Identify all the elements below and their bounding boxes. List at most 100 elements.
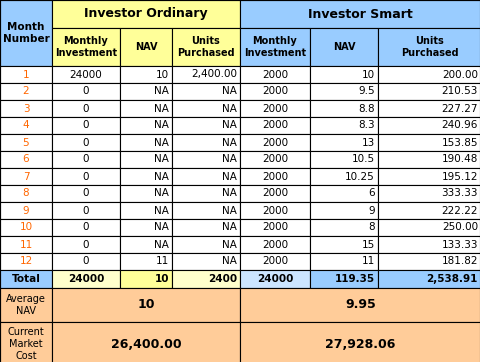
Bar	[120, 253, 172, 270]
Bar	[309, 168, 377, 185]
Bar	[0, 134, 52, 151]
Text: 1: 1	[23, 70, 29, 80]
Bar	[172, 219, 240, 236]
Text: Current
Market
Cost: Current Market Cost	[8, 327, 44, 361]
Text: 195.12: 195.12	[441, 172, 477, 181]
Bar	[240, 185, 309, 202]
Text: 8.3: 8.3	[358, 121, 374, 130]
Bar	[377, 185, 480, 202]
Bar	[309, 270, 377, 288]
Bar	[0, 66, 52, 83]
Bar	[240, 202, 309, 219]
Text: 2000: 2000	[262, 121, 288, 130]
Bar	[120, 151, 172, 168]
Bar	[0, 117, 52, 134]
Text: 10: 10	[137, 299, 155, 311]
Text: 15: 15	[361, 240, 374, 249]
Text: Investor Smart: Investor Smart	[308, 8, 412, 21]
Text: 2000: 2000	[262, 70, 288, 80]
Text: 0: 0	[83, 189, 89, 198]
Bar	[309, 117, 377, 134]
Bar	[240, 253, 309, 270]
Text: 10.25: 10.25	[345, 172, 374, 181]
Text: 2000: 2000	[262, 206, 288, 215]
Text: 2000: 2000	[262, 223, 288, 232]
Text: 9.5: 9.5	[358, 87, 374, 97]
Text: NAV: NAV	[332, 42, 355, 52]
Text: 27,928.06: 27,928.06	[324, 337, 395, 350]
Text: Total: Total	[12, 274, 40, 284]
Bar	[52, 185, 120, 202]
Bar	[240, 117, 309, 134]
Text: 4: 4	[23, 121, 29, 130]
Text: NA: NA	[154, 87, 168, 97]
Bar	[52, 253, 120, 270]
Text: 2000: 2000	[262, 138, 288, 147]
Bar	[0, 270, 52, 288]
Text: 10: 10	[154, 274, 168, 284]
Text: 153.85: 153.85	[441, 138, 477, 147]
Bar	[309, 236, 377, 253]
Bar	[120, 28, 172, 66]
Bar	[172, 202, 240, 219]
Text: NA: NA	[222, 172, 237, 181]
Bar	[52, 202, 120, 219]
Bar	[172, 151, 240, 168]
Bar	[0, 253, 52, 270]
Text: NA: NA	[154, 155, 168, 164]
Text: 0: 0	[83, 172, 89, 181]
Bar	[377, 83, 480, 100]
Text: NA: NA	[222, 104, 237, 114]
Bar	[120, 100, 172, 117]
Bar	[0, 0, 52, 66]
Bar	[0, 202, 52, 219]
Text: Average
NAV: Average NAV	[6, 294, 46, 316]
Bar	[309, 100, 377, 117]
Text: 11: 11	[361, 257, 374, 266]
Text: 10: 10	[19, 223, 33, 232]
Bar	[240, 0, 480, 28]
Bar	[52, 0, 240, 28]
Text: 2000: 2000	[262, 155, 288, 164]
Text: 2000: 2000	[262, 240, 288, 249]
Text: 0: 0	[83, 87, 89, 97]
Bar	[377, 168, 480, 185]
Text: 210.53: 210.53	[441, 87, 477, 97]
Text: 12: 12	[19, 257, 33, 266]
Bar	[52, 134, 120, 151]
Text: 250.00: 250.00	[441, 223, 477, 232]
Text: NA: NA	[222, 240, 237, 249]
Bar	[52, 66, 120, 83]
Text: 0: 0	[83, 257, 89, 266]
Bar	[172, 83, 240, 100]
Text: Monthly
Investment: Monthly Investment	[55, 36, 117, 58]
Text: 0: 0	[83, 155, 89, 164]
Bar	[172, 185, 240, 202]
Bar	[377, 253, 480, 270]
Text: 24000: 24000	[68, 274, 104, 284]
Bar	[309, 151, 377, 168]
Bar	[0, 322, 52, 362]
Text: 10: 10	[361, 70, 374, 80]
Text: 11: 11	[156, 257, 168, 266]
Text: 2000: 2000	[262, 257, 288, 266]
Bar	[377, 219, 480, 236]
Text: NAV: NAV	[134, 42, 157, 52]
Text: 0: 0	[83, 138, 89, 147]
Bar	[240, 134, 309, 151]
Bar	[240, 100, 309, 117]
Text: Units
Purchased: Units Purchased	[400, 36, 457, 58]
Bar	[120, 202, 172, 219]
Text: 9.95: 9.95	[345, 299, 375, 311]
Text: 181.82: 181.82	[441, 257, 477, 266]
Text: 133.33: 133.33	[441, 240, 477, 249]
Text: 227.27: 227.27	[441, 104, 477, 114]
Text: 2000: 2000	[262, 87, 288, 97]
Bar	[240, 322, 480, 362]
Bar	[240, 28, 309, 66]
Bar	[0, 236, 52, 253]
Text: 24000: 24000	[70, 70, 102, 80]
Bar	[0, 168, 52, 185]
Bar	[172, 66, 240, 83]
Bar	[309, 185, 377, 202]
